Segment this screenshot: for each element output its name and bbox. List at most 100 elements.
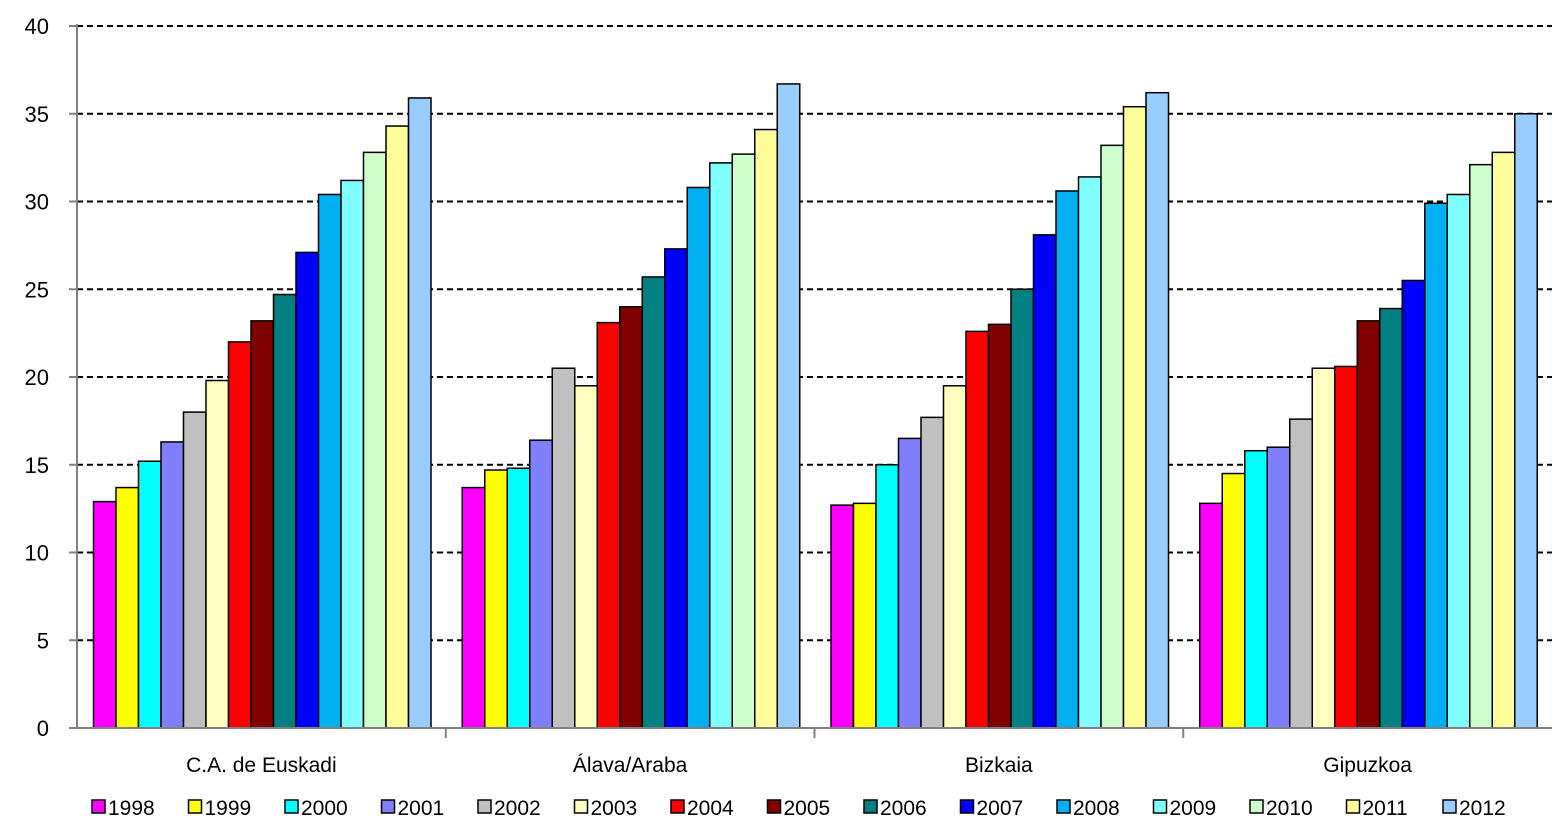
bar-2005-2 — [987, 323, 1012, 729]
bar-2011-3 — [1491, 151, 1516, 729]
legend-swatch-2000 — [284, 799, 299, 814]
legend-label-2012: 2012 — [1459, 797, 1506, 820]
bar-2011-1 — [754, 128, 778, 729]
bar-2003-3 — [1311, 367, 1336, 729]
legend-label-2005: 2005 — [784, 797, 831, 820]
legend-swatch-2002 — [477, 799, 492, 814]
legend-label-2009: 2009 — [1170, 797, 1217, 820]
category-label: Bizkaia — [965, 754, 1033, 777]
legend-swatch-2001 — [380, 799, 396, 814]
legend-swatch-2004 — [670, 799, 685, 814]
legend-label-2000: 2000 — [301, 797, 348, 820]
y-tick-labels: 0 5 10 15 20 25 30 35 40 — [25, 14, 49, 741]
legend-label-2001: 2001 — [398, 797, 445, 820]
y-tick-label: 15 — [25, 453, 49, 478]
bar-2004-1 — [596, 321, 621, 729]
axes — [69, 24, 1552, 738]
bar-2002-0 — [182, 411, 207, 729]
legend-swatch-1999 — [187, 799, 203, 814]
bar-2010-1 — [731, 153, 756, 729]
bar-2003-1 — [574, 385, 598, 729]
bar-2004-2 — [965, 330, 990, 729]
bar-2006-0 — [272, 293, 297, 729]
bar-2003-0 — [205, 379, 230, 729]
bar-2010-0 — [362, 151, 387, 729]
bar-2011-0 — [385, 125, 410, 729]
legend-label-2002: 2002 — [494, 797, 541, 820]
legend-swatch-2005 — [766, 799, 782, 814]
bar-1999-1 — [484, 469, 508, 729]
y-tick-label: 10 — [25, 541, 49, 566]
legend-swatch-2007 — [959, 799, 975, 814]
legend-swatch-2003 — [573, 799, 589, 814]
legend-label-2011: 2011 — [1363, 797, 1408, 820]
legend: 1998 1999 2000 2001 2002 2003 2004 2005 2006 2007… — [91, 797, 1506, 820]
category-labels: C.A. de Euskadi Álava/Araba Bizkaia Gipuzko… — [186, 754, 1412, 777]
bar-1999-0 — [115, 486, 140, 729]
bar-2004-3 — [1334, 365, 1358, 729]
bar-2007-1 — [664, 248, 688, 729]
bar-2002-3 — [1289, 418, 1313, 729]
bar-2008-0 — [317, 193, 342, 729]
bar-2008-2 — [1055, 190, 1080, 729]
bar-2009-0 — [340, 179, 365, 729]
category-label: Álava/Araba — [573, 754, 688, 777]
bar-2004-0 — [227, 341, 252, 729]
bar-2001-2 — [897, 437, 922, 729]
bar-1998-0 — [92, 500, 117, 729]
bar-2003-2 — [942, 385, 967, 729]
bars — [92, 83, 1538, 729]
bar-2008-1 — [686, 186, 711, 729]
bar-2007-2 — [1032, 234, 1057, 729]
category-label: Gipuzkoa — [1323, 754, 1412, 777]
legend-label-2007: 2007 — [977, 797, 1024, 820]
bar-2008-3 — [1424, 202, 1448, 729]
bar-2005-3 — [1356, 320, 1381, 729]
bar-2012-2 — [1145, 91, 1170, 729]
bar-2005-0 — [250, 320, 275, 729]
legend-swatch-2011 — [1345, 799, 1361, 814]
bar-2001-1 — [529, 439, 553, 729]
bar-2009-3 — [1446, 193, 1471, 729]
bar-2012-3 — [1514, 113, 1538, 729]
y-tick-label: 5 — [37, 628, 49, 653]
legend-swatch-2012 — [1442, 799, 1457, 814]
bar-2012-1 — [776, 83, 801, 729]
legend-swatch-2008 — [1056, 799, 1071, 814]
legend-label-2010: 2010 — [1266, 797, 1313, 820]
bar-2007-0 — [295, 251, 320, 729]
bar-2002-2 — [920, 416, 945, 729]
bar-1998-3 — [1199, 502, 1223, 729]
bar-2006-1 — [641, 276, 666, 729]
bar-2000-2 — [875, 464, 900, 729]
bar-1999-3 — [1221, 472, 1246, 729]
bar-2005-1 — [619, 306, 643, 729]
bar-2001-0 — [160, 441, 185, 729]
bar-2000-0 — [137, 460, 162, 729]
bar-2000-1 — [506, 467, 531, 729]
y-tick-label: 40 — [25, 14, 49, 39]
bar-2012-0 — [407, 97, 432, 729]
y-tick-label: 0 — [37, 716, 49, 741]
y-tick-label: 25 — [25, 277, 49, 302]
legend-label-2004: 2004 — [687, 797, 734, 820]
legend-label-2008: 2008 — [1073, 797, 1120, 820]
legend-swatch-2006 — [863, 799, 878, 814]
bar-1999-2 — [852, 502, 877, 729]
legend-label-2003: 2003 — [591, 797, 638, 820]
bar-2011-2 — [1122, 105, 1147, 729]
bar-2009-1 — [709, 162, 733, 729]
bar-2002-1 — [551, 367, 576, 729]
category-label: C.A. de Euskadi — [186, 754, 337, 777]
legend-swatch-1998 — [91, 799, 106, 814]
y-tick-label: 35 — [25, 102, 49, 127]
y-tick-label: 20 — [25, 365, 49, 390]
bar-2001-3 — [1266, 446, 1291, 729]
legend-swatch-2009 — [1152, 799, 1168, 814]
legend-label-2006: 2006 — [880, 797, 927, 820]
bar-1998-1 — [461, 486, 486, 729]
bar-2010-3 — [1469, 163, 1493, 729]
bar-2000-3 — [1244, 449, 1268, 729]
legend-label-1999: 1999 — [205, 797, 252, 820]
legend-label-1998: 1998 — [108, 797, 155, 820]
